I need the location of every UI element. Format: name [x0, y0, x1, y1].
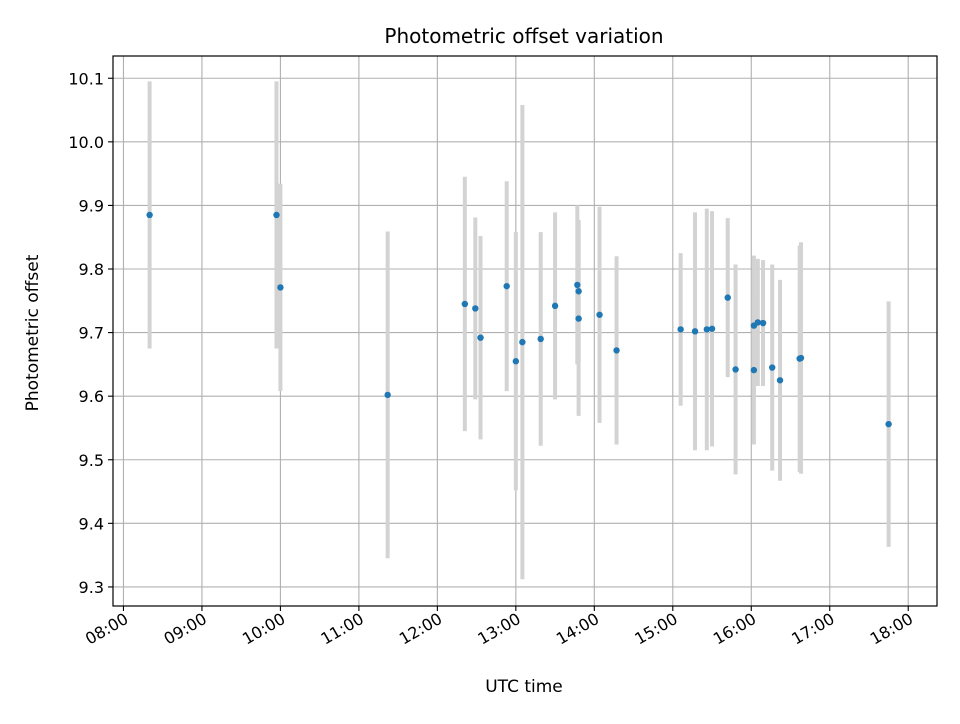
data-point	[512, 358, 520, 365]
data-point	[503, 282, 510, 290]
y-tick-label: 10.0	[68, 133, 104, 152]
data-point	[277, 284, 284, 291]
data-point	[384, 391, 391, 399]
data-point	[691, 328, 699, 335]
data-point	[537, 335, 544, 343]
data-point	[750, 366, 758, 374]
data-point	[708, 325, 716, 332]
data-point	[472, 305, 479, 312]
y-axis-label: Photometric offset	[23, 254, 43, 411]
data-point	[596, 311, 603, 318]
data-point	[146, 211, 153, 219]
plot-area-frame	[112, 55, 938, 607]
y-tick-label: 9.9	[79, 196, 104, 215]
y-tick-label: 9.3	[79, 578, 104, 597]
data-point	[461, 300, 469, 308]
data-point	[754, 319, 762, 326]
y-tick-label: 9.6	[79, 387, 104, 406]
grid-lines	[113, 56, 937, 606]
y-tick-label: 9.8	[79, 260, 104, 279]
data-point	[769, 364, 776, 371]
data-point	[574, 281, 581, 289]
y-tick-label: 10.1	[68, 69, 104, 88]
data-points	[146, 211, 892, 428]
data-point	[759, 319, 767, 327]
data-point	[797, 354, 805, 362]
y-tick-label: 9.5	[79, 451, 104, 470]
data-point	[724, 294, 731, 301]
data-point	[732, 366, 739, 373]
y-axis-ticks: 9.3 9.4 9.5 9.6 9.7 9.8 9.9 10.0 10.1	[68, 69, 113, 597]
data-point	[885, 420, 892, 428]
data-point	[613, 347, 620, 354]
x-axis-label: UTC time	[485, 677, 563, 697]
data-point	[575, 288, 582, 295]
data-point	[703, 326, 711, 333]
data-point	[273, 211, 280, 219]
data-point	[477, 334, 484, 341]
data-point	[677, 326, 684, 333]
data-point	[519, 338, 526, 346]
data-point	[776, 377, 784, 384]
y-tick-label: 9.4	[79, 514, 104, 533]
y-tick-label: 9.7	[79, 324, 104, 343]
chart-title: Photometric offset variation	[384, 24, 663, 48]
data-point	[575, 315, 582, 322]
data-point	[551, 302, 559, 310]
